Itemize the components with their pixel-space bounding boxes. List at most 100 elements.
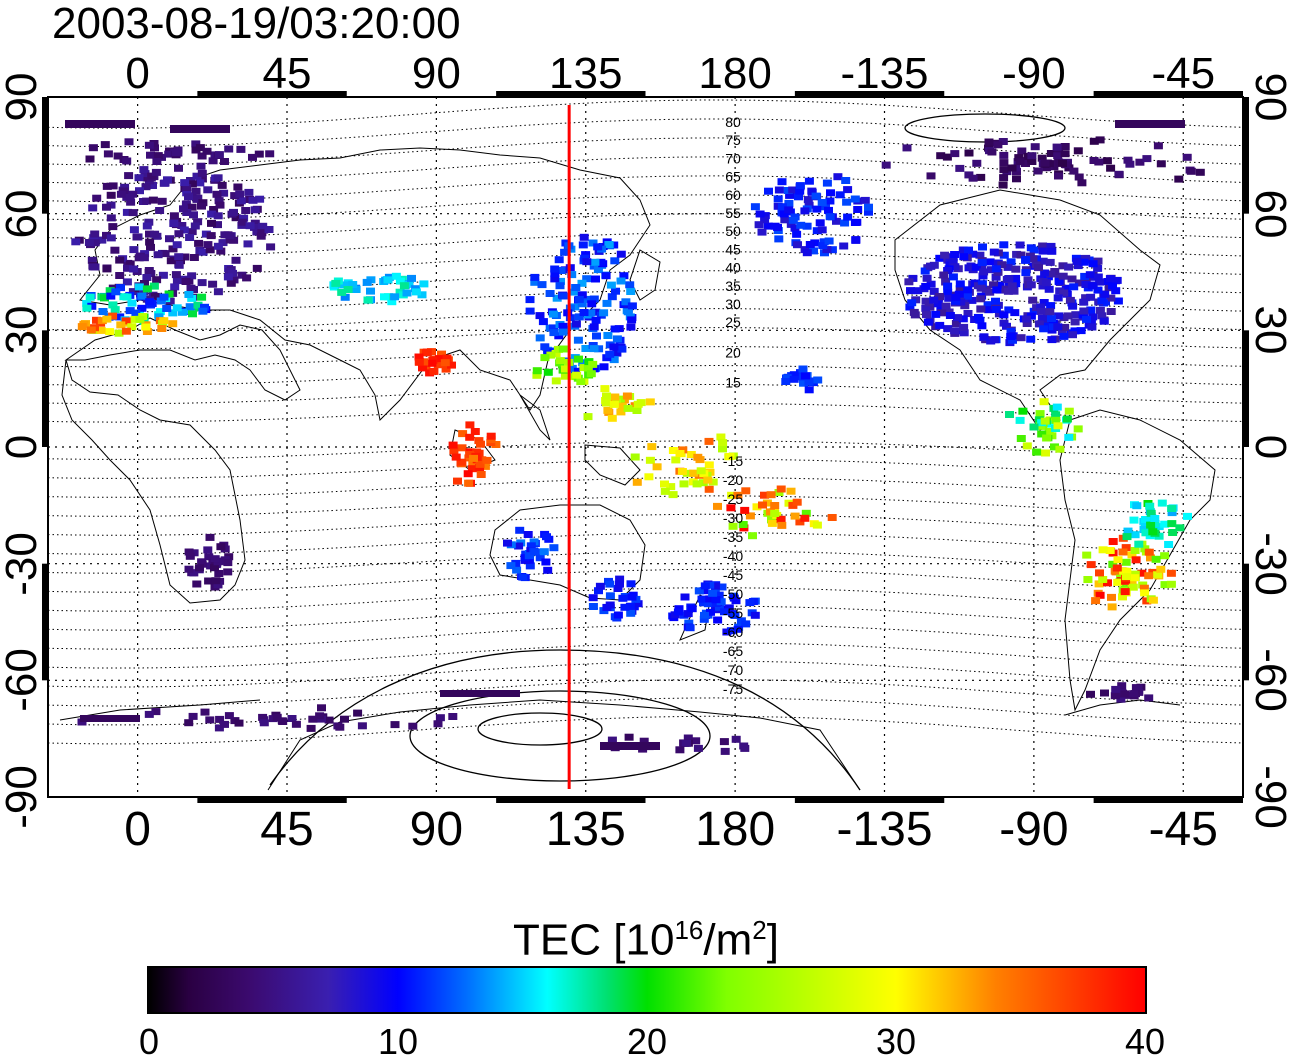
tec-station-point bbox=[258, 713, 268, 721]
tec-station-point bbox=[88, 204, 98, 212]
tec-station-point bbox=[593, 243, 603, 251]
tec-station-point bbox=[190, 222, 200, 230]
tec-station-point bbox=[945, 255, 955, 263]
tec-station-point bbox=[530, 273, 540, 281]
tec-station-point bbox=[1097, 297, 1107, 305]
tec-station-point bbox=[518, 573, 528, 581]
tec-station-point bbox=[1137, 569, 1147, 577]
tec-station-point bbox=[1132, 502, 1142, 510]
tec-station-point bbox=[999, 241, 1009, 249]
tec-station-point bbox=[793, 241, 802, 249]
tec-station-point bbox=[92, 194, 102, 202]
tec-station-point bbox=[843, 186, 853, 194]
tec-station-point bbox=[1099, 317, 1109, 325]
tec-station-point bbox=[457, 444, 467, 452]
tec-station-point bbox=[588, 239, 598, 247]
tec-station-point bbox=[795, 187, 805, 195]
tec-station-point bbox=[931, 310, 941, 318]
tec-station-point bbox=[140, 280, 149, 287]
tec-station-point bbox=[233, 183, 243, 191]
tec-station-point bbox=[850, 195, 860, 203]
tec-station-point bbox=[213, 174, 223, 182]
tec-station-point bbox=[784, 206, 794, 214]
tec-station-point bbox=[223, 568, 233, 576]
tec-station-point bbox=[1130, 531, 1140, 539]
tec-station-point bbox=[827, 514, 837, 521]
tec-station-point bbox=[110, 306, 120, 314]
tec-station-point bbox=[693, 744, 703, 752]
magnetic-contour bbox=[47, 550, 1244, 574]
tec-station-point bbox=[995, 281, 1005, 289]
tec-station-point bbox=[1069, 283, 1079, 291]
tec-station-point bbox=[1016, 435, 1026, 442]
tec-station-point bbox=[976, 295, 986, 303]
contour-label: 80 bbox=[725, 114, 741, 130]
tec-station-point bbox=[1034, 320, 1044, 328]
tec-station-point bbox=[599, 309, 609, 317]
tec-station-point bbox=[357, 722, 367, 730]
tec-station-point bbox=[1060, 143, 1070, 150]
tec-station-point bbox=[741, 487, 751, 495]
tec-station-point bbox=[1046, 242, 1056, 250]
tec-station-point bbox=[278, 718, 288, 725]
tec-station-point bbox=[609, 400, 619, 408]
tec-station-point bbox=[971, 263, 981, 271]
tec-station-point bbox=[632, 478, 642, 486]
tec-station-point bbox=[558, 345, 568, 353]
tec-station-point bbox=[215, 201, 225, 209]
tec-station-point bbox=[272, 713, 282, 721]
tec-station-point bbox=[704, 461, 714, 469]
tec-station-point bbox=[214, 570, 224, 577]
tec-station-point bbox=[177, 308, 187, 316]
tec-station-point bbox=[214, 197, 224, 205]
tec-station-point bbox=[182, 184, 192, 191]
tec-station-point bbox=[906, 287, 915, 295]
tec-station-point bbox=[181, 278, 191, 285]
tec-station-point bbox=[215, 715, 225, 723]
tec-station-point bbox=[180, 253, 190, 261]
tec-station-point bbox=[560, 248, 570, 256]
tec-station-point bbox=[1014, 154, 1024, 162]
tec-station-point bbox=[131, 309, 141, 317]
tec-station-point bbox=[105, 287, 115, 295]
tec-station-point bbox=[951, 320, 961, 327]
tec-station-point bbox=[1086, 293, 1096, 301]
tec-station-point bbox=[1130, 574, 1140, 582]
tec-station-point bbox=[139, 254, 149, 262]
magnetic-contour bbox=[47, 232, 1244, 258]
tec-station-point bbox=[447, 361, 456, 369]
tec-station-point bbox=[958, 315, 968, 323]
tec-station-point bbox=[1167, 509, 1177, 517]
tec-station-point bbox=[986, 337, 996, 345]
frame-bar-top bbox=[197, 91, 347, 97]
tec-station-point bbox=[1078, 311, 1088, 319]
tec-station-point bbox=[142, 285, 152, 293]
tec-station-point bbox=[130, 315, 140, 323]
tec-station-point bbox=[976, 284, 986, 292]
tec-station-point bbox=[532, 367, 542, 375]
tec-station-point bbox=[176, 257, 185, 265]
tec-station-point bbox=[731, 597, 741, 605]
tec-station-point bbox=[127, 299, 137, 307]
tec-station-point bbox=[770, 510, 780, 517]
tec-station-point bbox=[85, 155, 95, 163]
tec-station-point bbox=[122, 278, 132, 286]
magnetic-pole-ring bbox=[904, 113, 1066, 143]
tec-station-point bbox=[573, 336, 583, 344]
tec-station-point bbox=[675, 450, 685, 457]
tec-station-point bbox=[556, 267, 566, 274]
tec-station-point bbox=[335, 723, 345, 731]
tec-station-point bbox=[1047, 247, 1057, 255]
tec-station-point bbox=[144, 267, 154, 274]
tec-station-point bbox=[255, 195, 265, 203]
tec-station-point bbox=[530, 278, 540, 286]
tec-station-point bbox=[1006, 333, 1016, 340]
tec-station-point bbox=[1125, 160, 1135, 168]
tec-station-point bbox=[750, 203, 760, 211]
tec-station-point bbox=[560, 372, 570, 380]
tec-station-point bbox=[943, 288, 953, 296]
tec-station-point bbox=[1070, 318, 1080, 326]
tec-station-point bbox=[1093, 286, 1103, 294]
tec-station-point bbox=[728, 522, 738, 530]
tec-station-point bbox=[755, 210, 765, 218]
